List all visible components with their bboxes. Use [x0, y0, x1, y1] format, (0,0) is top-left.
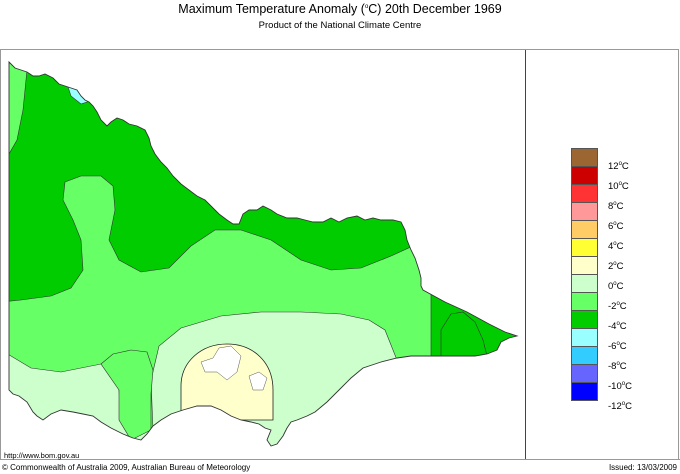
legend-label: -6oC [608, 341, 627, 353]
legend-label: -12oC [608, 401, 632, 413]
legend-swatch [571, 238, 598, 257]
copyright-text: © Commonwealth of Australia 2009, Austra… [2, 463, 251, 472]
legend-label: 0oC [608, 281, 624, 293]
legend-label: -8oC [608, 361, 627, 373]
issued-date: Issued: 13/03/2009 [608, 463, 677, 472]
map-subtitle: Product of the National Climate Centre [258, 20, 422, 31]
legend-label: -10oC [608, 381, 632, 393]
legend-label: -4oC [608, 321, 627, 333]
legend-label: 8oC [608, 201, 624, 213]
legend-label: 4oC [608, 241, 624, 253]
legend-swatch [571, 274, 598, 293]
legend-label: 10oC [608, 181, 629, 193]
frame-bottom-line [0, 459, 680, 460]
bom-url-link[interactable]: http://www.bom.gov.au [4, 451, 80, 460]
map-title: Maximum Temperature Anomaly (oC) 20th De… [178, 2, 502, 16]
legend-swatch [571, 310, 598, 329]
legend-swatch [571, 166, 598, 185]
legend-swatch [571, 202, 598, 221]
temperature-anomaly-map [8, 60, 519, 447]
legend-label: 12oC [608, 161, 629, 173]
legend-divider [525, 50, 526, 460]
legend-swatch [571, 292, 598, 311]
legend-swatch [571, 184, 598, 203]
legend-swatch [571, 382, 598, 401]
map-frame [0, 49, 679, 460]
legend-swatch [571, 328, 598, 347]
legend-label: -2oC [608, 301, 627, 313]
legend-label: 2oC [608, 261, 624, 273]
legend-swatch [571, 364, 598, 383]
legend-swatch [571, 148, 598, 167]
legend-swatch [571, 346, 598, 365]
legend-swatch [571, 220, 598, 239]
legend-swatch [571, 256, 598, 275]
legend-label: 6oC [608, 221, 624, 233]
color-legend: 12oC 10oC 8oC 6oC 4oC 2oC 0oC -2oC -4oC … [571, 148, 632, 412]
